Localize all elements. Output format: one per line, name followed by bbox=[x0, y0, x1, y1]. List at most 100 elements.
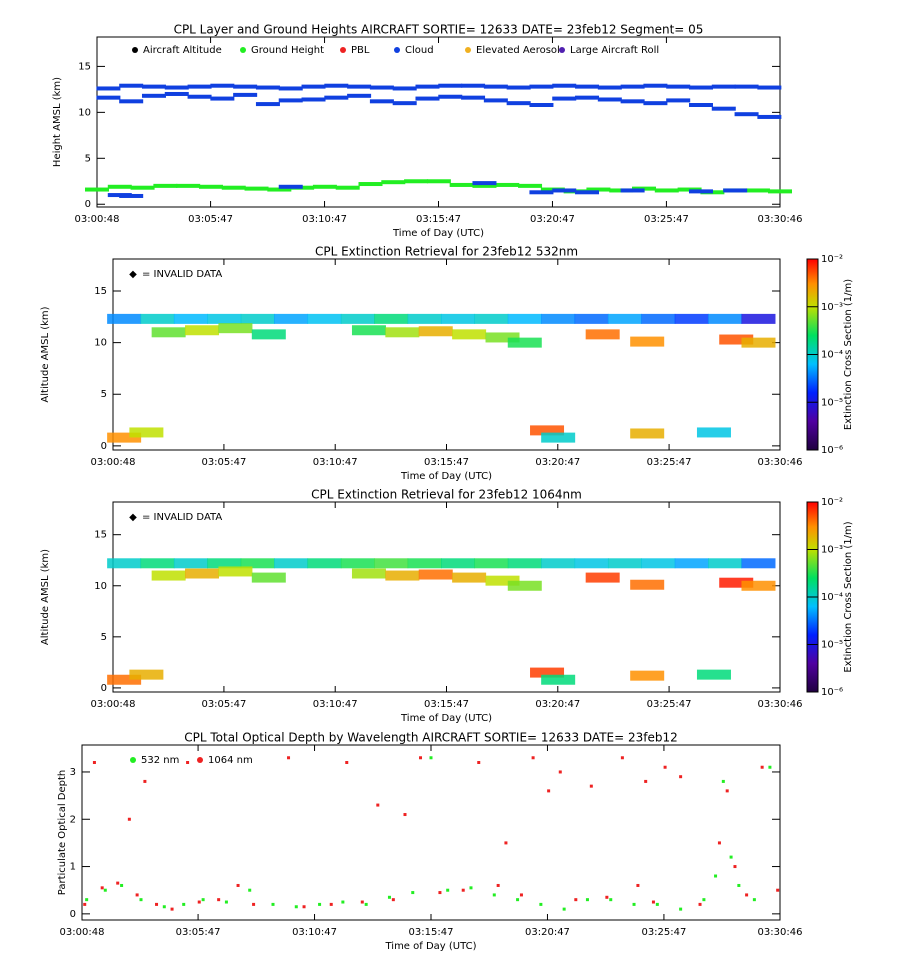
y-tick-label: 0 bbox=[85, 199, 91, 210]
data-cell bbox=[485, 575, 520, 586]
data-point bbox=[586, 187, 611, 192]
data-cell bbox=[441, 558, 475, 569]
data-cell bbox=[407, 558, 442, 569]
data-point bbox=[186, 761, 190, 764]
data-point bbox=[688, 85, 713, 90]
data-point bbox=[717, 841, 721, 845]
data-point bbox=[369, 99, 394, 104]
x-tick-label: 03:10:47 bbox=[313, 699, 358, 710]
x-tick-label: 03:30:46 bbox=[758, 457, 803, 468]
chart-title: CPL Extinction Retrieval for 23feb12 106… bbox=[311, 488, 582, 502]
data-cell bbox=[151, 327, 186, 338]
data-point bbox=[415, 96, 440, 101]
data-point bbox=[518, 183, 543, 188]
x-tick-label: 03:20:47 bbox=[530, 214, 575, 225]
data-point bbox=[119, 99, 144, 104]
data-point bbox=[723, 188, 748, 193]
data-point bbox=[324, 83, 349, 88]
data-point bbox=[358, 182, 383, 187]
data-cell bbox=[441, 313, 475, 324]
y-tick-label: 5 bbox=[101, 389, 107, 400]
data-point bbox=[688, 103, 713, 107]
data-point bbox=[516, 898, 520, 902]
legend-marker bbox=[559, 47, 565, 53]
x-tick-label: 03:05:47 bbox=[176, 927, 221, 938]
data-point bbox=[643, 101, 668, 106]
data-point bbox=[461, 888, 465, 892]
data-cell bbox=[418, 569, 453, 580]
data-cell bbox=[407, 313, 442, 324]
data-point bbox=[294, 905, 298, 909]
data-point bbox=[768, 189, 792, 194]
data-point bbox=[236, 883, 240, 887]
data-point bbox=[85, 898, 89, 902]
data-point bbox=[244, 186, 269, 191]
data-point bbox=[187, 84, 212, 89]
data-cell bbox=[185, 325, 220, 336]
data-point bbox=[737, 883, 741, 887]
x-tick-label: 03:20:47 bbox=[535, 457, 580, 468]
y-tick-label: 5 bbox=[85, 153, 91, 164]
data-point bbox=[620, 99, 645, 104]
data-point bbox=[278, 98, 303, 103]
data-cell bbox=[207, 558, 242, 569]
annotation: = INVALID DATA bbox=[142, 512, 222, 523]
data-point bbox=[495, 182, 520, 187]
data-point bbox=[376, 803, 380, 807]
data-cell bbox=[641, 558, 676, 569]
colorbar-label: Extinction Cross Section (1/m) bbox=[843, 279, 854, 430]
data-point bbox=[347, 84, 372, 89]
data-point bbox=[415, 84, 440, 89]
data-point bbox=[187, 94, 212, 99]
legend-label: Ground Height bbox=[251, 45, 324, 56]
data-point bbox=[575, 84, 600, 89]
data-point bbox=[312, 184, 337, 189]
data-point bbox=[278, 86, 303, 91]
data-point bbox=[164, 91, 189, 96]
data-point bbox=[201, 898, 205, 902]
data-point bbox=[529, 190, 554, 195]
x-tick-label: 03:15:47 bbox=[409, 927, 454, 938]
data-point bbox=[609, 898, 613, 902]
legend-marker bbox=[340, 47, 346, 53]
colorbar-tick-label: 10⁻⁵ bbox=[821, 640, 843, 651]
y-tick-label: 15 bbox=[94, 530, 107, 541]
data-point bbox=[267, 187, 292, 192]
y-tick-label: 3 bbox=[70, 767, 76, 778]
data-point bbox=[162, 905, 166, 909]
data-cell bbox=[541, 674, 576, 685]
data-point bbox=[547, 789, 551, 793]
data-point bbox=[492, 893, 496, 897]
x-tick-label: 03:15:47 bbox=[416, 214, 461, 225]
x-tick-label: 03:25:47 bbox=[647, 699, 692, 710]
data-point bbox=[426, 179, 451, 184]
data-point bbox=[734, 112, 759, 117]
data-cell bbox=[674, 558, 709, 569]
data-point bbox=[329, 902, 333, 906]
data-cell bbox=[696, 669, 731, 680]
data-point bbox=[135, 893, 139, 897]
data-point bbox=[666, 84, 691, 89]
data-point bbox=[529, 84, 554, 89]
data-point bbox=[539, 902, 543, 906]
chart-title: CPL Layer and Ground Heights AIRCRAFT SO… bbox=[174, 23, 704, 37]
data-point bbox=[301, 84, 326, 89]
data-point bbox=[757, 114, 782, 119]
data-point bbox=[768, 765, 772, 769]
data-cell bbox=[173, 313, 208, 324]
annotation: = INVALID DATA bbox=[142, 269, 222, 280]
colorbar-tick-label: 10⁻⁴ bbox=[821, 350, 843, 361]
legend-marker bbox=[465, 47, 471, 53]
colorbar-tick-label: 10⁻⁴ bbox=[821, 592, 843, 603]
data-cell bbox=[374, 313, 409, 324]
data-point bbox=[745, 188, 770, 193]
data-point bbox=[461, 95, 486, 100]
data-point bbox=[589, 784, 593, 788]
data-point bbox=[698, 902, 702, 906]
y-tick-label: 2 bbox=[70, 814, 76, 825]
y-tick-label: 1 bbox=[70, 862, 76, 873]
data-cell bbox=[385, 570, 420, 581]
data-point bbox=[197, 900, 201, 904]
legend-label: Elevated Aerosol bbox=[476, 45, 560, 56]
legend-label: Aircraft Altitude bbox=[143, 45, 222, 56]
